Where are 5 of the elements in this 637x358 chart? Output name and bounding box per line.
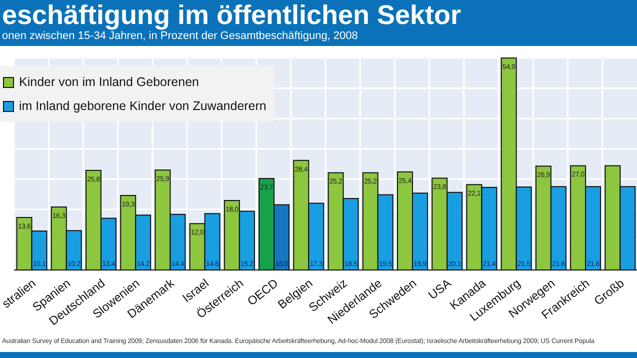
chart-subtitle: onen zwischen 15-34 Jahren, in Prozent der Gesamtbeschäftigung, 2008 [2,30,359,43]
legend-label: Kinder von im Inland Geborenen [18,74,200,91]
legend-label: im Inland geborene Kinder von Zuwanderern [18,98,266,115]
x-tick-label: USA [426,276,454,302]
chart-title: eschäftigung im öffentlichen Sektor [2,0,462,30]
